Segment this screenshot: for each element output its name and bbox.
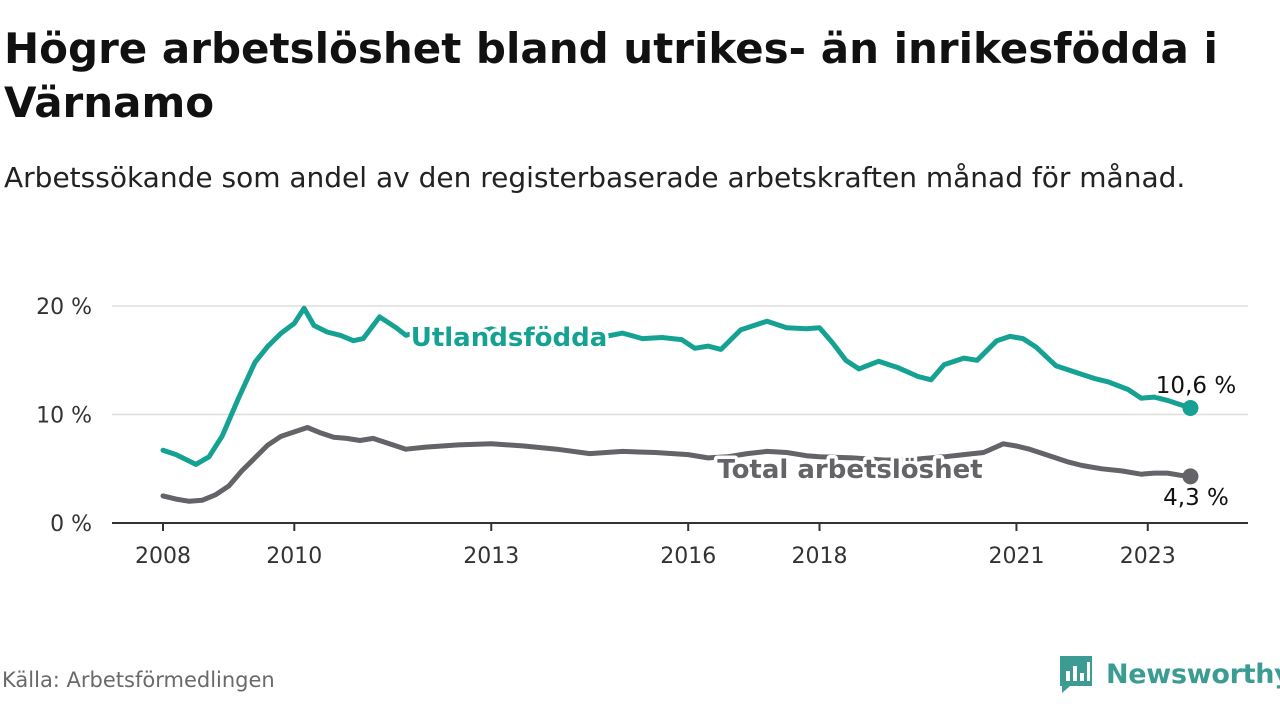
newsworthy-brand[interactable]: Newsworthy (1058, 652, 1280, 696)
x-tick-label: 2023 (1120, 544, 1176, 569)
x-tick-label: 2021 (988, 544, 1044, 569)
end-label-total: 4,3 % (1163, 485, 1229, 511)
utlandsfodda-endpoint (1182, 399, 1199, 416)
x-tick-label: 2013 (463, 544, 519, 569)
label-layer: Utlandsfödda Total arbetslöshet 10,6 % 4,3 … (407, 320, 1238, 514)
grid-layer (112, 305, 1248, 524)
chart-title: Högre arbetslöshet bland utrikes- än inr… (4, 24, 1218, 127)
y-tick-label: 10 % (36, 404, 92, 429)
x-tick-label: 2018 (792, 544, 848, 569)
total-arbetsloshet-line (160, 425, 1193, 504)
chart-subtitle: Arbetssökande som andel av den registerb… (4, 161, 1186, 194)
end-label-utlandsfodda: 10,6 % (1156, 373, 1236, 399)
newsworthy-logo-icon (1060, 656, 1092, 693)
y-tick-label: 20 % (36, 295, 92, 320)
brand-name: Newsworthy (1106, 658, 1280, 690)
source-note: Källa: Arbetsförmedlingen (2, 668, 275, 692)
y-tick-label: 0 % (50, 512, 92, 537)
utlandsfodda-line (160, 305, 1193, 467)
total-arbetsloshet-endpoint (1182, 468, 1199, 485)
series-label-total: Total arbetslöshet (717, 455, 982, 485)
x-tick-label: 2008 (135, 544, 191, 569)
tick-layer: 0 % 10 % 20 % 2008 2010 2013 2016 2018 2021 2023 (36, 295, 1176, 569)
series-layer (160, 305, 1199, 504)
x-tick-label: 2010 (266, 544, 322, 569)
series-label-utlandsfodda: Utlandsfödda (411, 323, 608, 353)
x-tick-label: 2016 (660, 544, 716, 569)
